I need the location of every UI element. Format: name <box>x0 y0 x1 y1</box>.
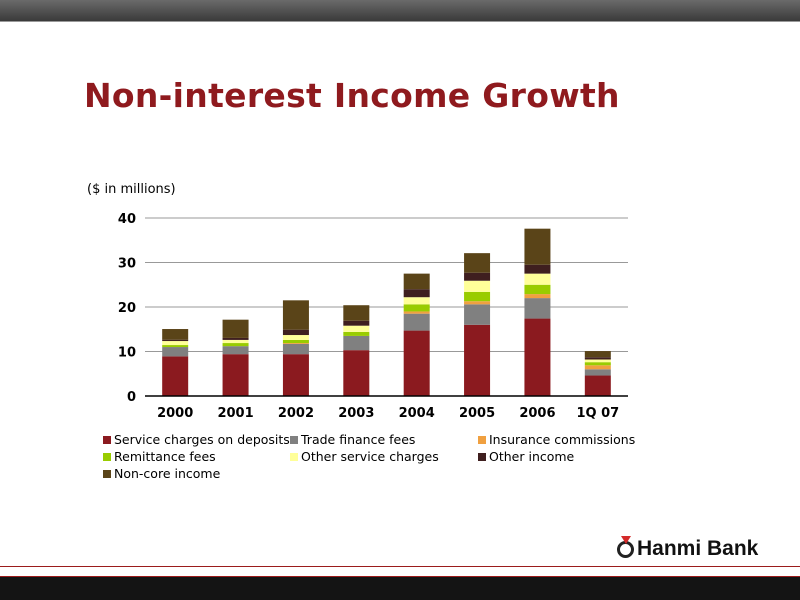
legend-swatch <box>290 435 298 444</box>
bar-segment-other-income <box>464 272 491 281</box>
legend-item: Trade finance fees <box>290 432 415 447</box>
x-tick-label: 1Q 07 <box>576 406 619 421</box>
bar-segment-non-core-income <box>282 300 309 330</box>
bar-segment-other-service-charges <box>464 280 491 292</box>
bar-segment-insurance-commissions <box>584 365 611 370</box>
y-tick-label: 10 <box>118 346 136 361</box>
legend-label: Non-core income <box>114 466 221 481</box>
bar-segment-service-charges-on-deposits <box>282 354 309 396</box>
bar-segment-non-core-income <box>222 319 249 338</box>
logo-text: Hanmi Bank <box>637 537 759 560</box>
y-tick-label: 20 <box>118 301 136 316</box>
hanmi-bank-logo: Hanmi Bank <box>617 535 759 561</box>
x-tick-label: 2000 <box>157 406 193 421</box>
bar-segment-other-service-charges <box>343 325 370 332</box>
bar-segment-service-charges-on-deposits <box>464 324 491 396</box>
y-tick-label: 0 <box>127 390 136 405</box>
legend-item: Other service charges <box>290 449 439 464</box>
bar-segment-trade-finance-fees <box>403 313 430 331</box>
bar-segment-remittance-fees <box>464 291 491 302</box>
legend-swatch <box>103 469 111 478</box>
legend-label: Other service charges <box>301 449 439 464</box>
legend-item: Remittance fees <box>103 449 216 464</box>
legend-item: Non-core income <box>103 466 220 481</box>
bar-segment-other-service-charges <box>162 341 189 346</box>
bar-segment-insurance-commissions <box>403 311 430 314</box>
legend-swatch <box>478 452 486 461</box>
bar-segment-trade-finance-fees <box>222 346 249 355</box>
legend-item: Insurance commissions <box>478 432 635 447</box>
legend-label: Service charges on deposits <box>114 432 290 447</box>
bar-segment-remittance-fees <box>584 362 611 366</box>
legend-item: Service charges on deposits <box>103 432 290 447</box>
divider <box>0 566 800 567</box>
bar-segment-other-service-charges <box>282 335 309 340</box>
legend-swatch <box>290 452 298 461</box>
bar-segment-trade-finance-fees <box>584 369 611 376</box>
y-tick-label: 30 <box>118 257 136 272</box>
bar-segment-non-core-income <box>343 305 370 321</box>
bar-segment-remittance-fees <box>162 345 189 348</box>
bar-segment-other-income <box>222 337 249 340</box>
bar-segment-remittance-fees <box>403 304 430 312</box>
top-bar <box>0 0 800 22</box>
legend-label: Other income <box>489 449 575 464</box>
legend-swatch <box>103 452 111 461</box>
bar-segment-trade-finance-fees <box>464 304 491 325</box>
bar-segment-other-income <box>584 357 611 360</box>
x-tick-label: 2004 <box>399 406 435 421</box>
x-tick-label: 2005 <box>459 406 495 421</box>
x-tick-label: 2003 <box>338 406 374 421</box>
bar-segment-other-service-charges <box>222 339 249 344</box>
bar-segment-service-charges-on-deposits <box>222 354 249 396</box>
y-tick-label: 40 <box>118 212 136 227</box>
divider <box>0 576 800 577</box>
bar-segment-non-core-income <box>524 228 551 265</box>
bar-segment-non-core-income <box>403 273 430 290</box>
bar-segment-remittance-fees <box>282 339 309 344</box>
legend-label: Trade finance fees <box>301 432 416 447</box>
page-title: Non-interest Income Growth <box>84 76 620 115</box>
x-tick-label: 2002 <box>278 406 314 421</box>
x-tick-label: 2001 <box>217 406 253 421</box>
x-tick-label: 2006 <box>519 406 555 421</box>
legend-label: Insurance commissions <box>489 432 636 447</box>
bar-segment-service-charges-on-deposits <box>524 318 551 396</box>
bar-segment-other-income <box>524 264 551 274</box>
bar-segment-remittance-fees <box>343 331 370 336</box>
legend-swatch <box>103 435 111 444</box>
bar-segment-trade-finance-fees <box>524 298 551 319</box>
bar-segment-trade-finance-fees <box>343 335 370 351</box>
bar-segment-non-core-income <box>464 253 491 273</box>
bar-segment-other-income <box>343 320 370 326</box>
legend-item: Other income <box>478 449 574 464</box>
bar-segment-insurance-commissions <box>524 294 551 299</box>
bar-segment-insurance-commissions <box>464 301 491 305</box>
legend-swatch <box>478 435 486 444</box>
bar-segment-service-charges-on-deposits <box>162 356 189 396</box>
bar-segment-service-charges-on-deposits <box>403 330 430 396</box>
logo-mark-icon <box>617 535 634 558</box>
bottom-bar <box>0 577 800 600</box>
bar-segment-other-service-charges <box>584 359 611 363</box>
units-label: ($ in millions) <box>87 182 176 197</box>
bar-segment-other-service-charges <box>524 273 551 285</box>
bar-segment-service-charges-on-deposits <box>343 350 370 396</box>
bar-segment-remittance-fees <box>222 343 249 347</box>
bar-segment-other-income <box>282 329 309 336</box>
bar-segment-service-charges-on-deposits <box>584 375 611 396</box>
legend-label: Remittance fees <box>114 449 216 464</box>
bar-segment-remittance-fees <box>524 284 551 295</box>
bar-segment-trade-finance-fees <box>162 347 189 357</box>
bar-segment-other-income <box>403 289 430 298</box>
bar-segment-trade-finance-fees <box>282 343 309 355</box>
bar-segment-other-income <box>162 339 189 342</box>
bar-segment-insurance-commissions <box>282 343 309 344</box>
bar-segment-other-service-charges <box>403 297 430 305</box>
bar-segment-non-core-income <box>584 351 611 358</box>
bar-segment-non-core-income <box>162 329 189 340</box>
